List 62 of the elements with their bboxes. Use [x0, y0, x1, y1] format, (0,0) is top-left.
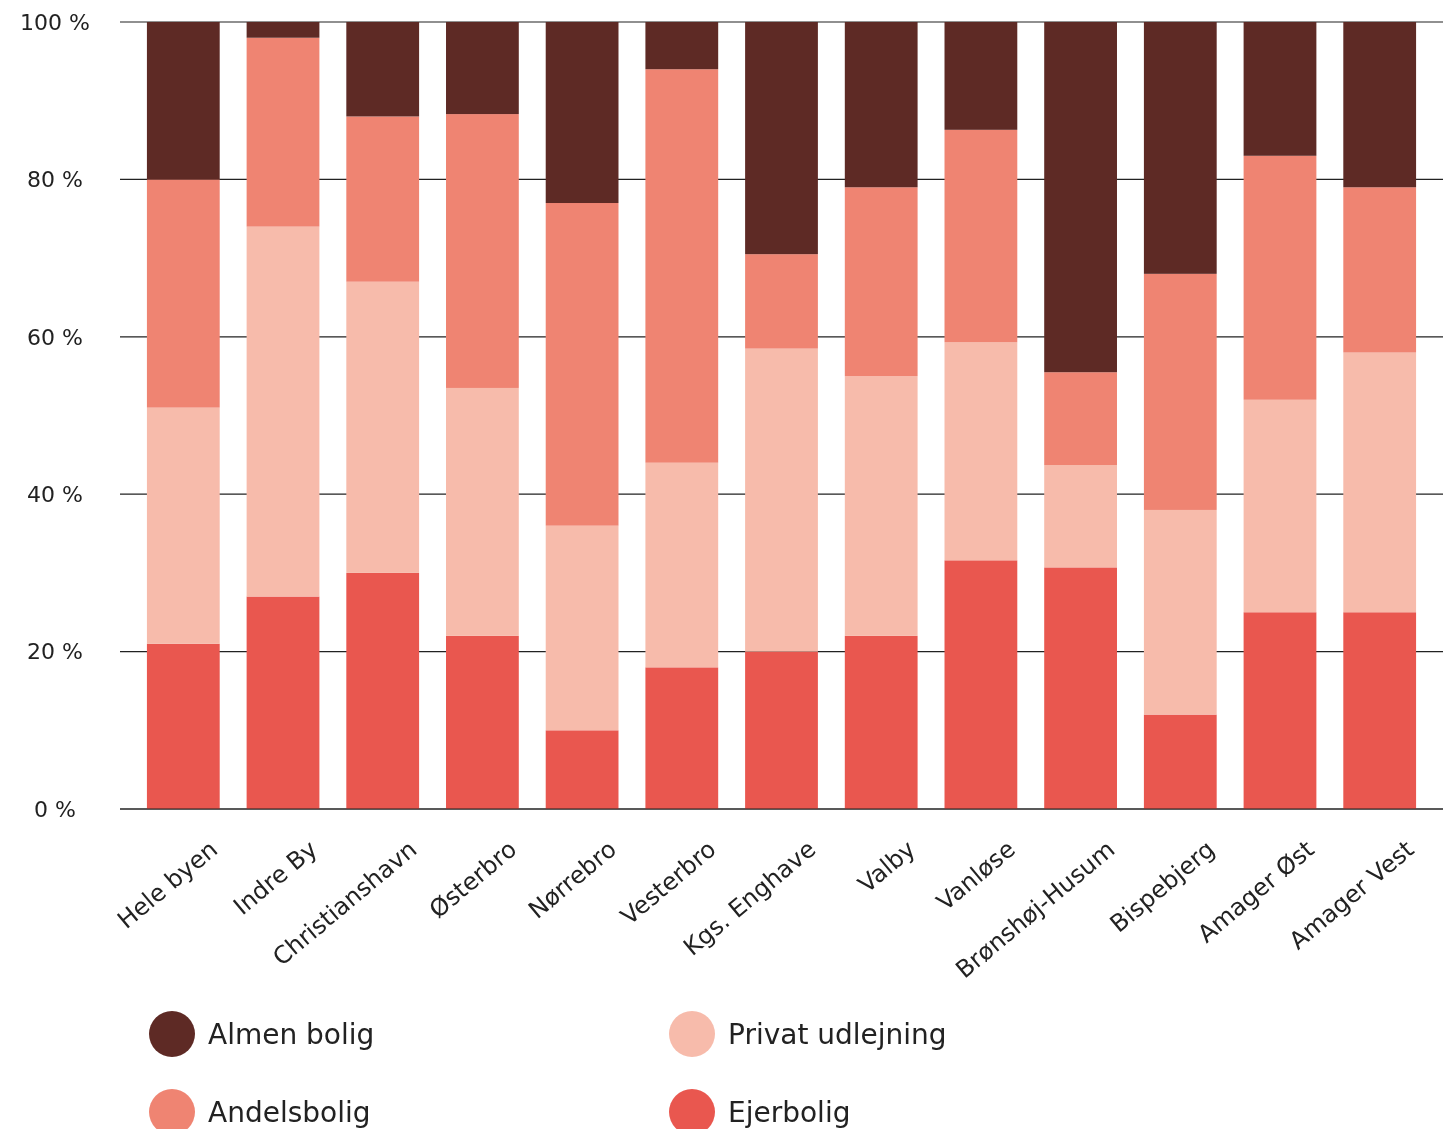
bar: [246, 37, 320, 227]
bar: [146, 179, 220, 408]
legend-label: Almen bolig: [208, 1017, 375, 1051]
bar: [246, 226, 320, 597]
legend-label: Ejerbolig: [728, 1095, 851, 1129]
bar: [346, 281, 420, 573]
bar: [1243, 612, 1317, 809]
bar: [446, 635, 519, 809]
bar: [346, 572, 420, 809]
bar: [1044, 465, 1117, 568]
y-tick-label: 40 %: [27, 481, 83, 507]
bar: [1044, 567, 1117, 809]
bar: [1044, 22, 1117, 373]
bar: [446, 114, 519, 388]
bar: [844, 635, 918, 809]
y-tick-label: 0 %: [34, 796, 76, 822]
bar: [1143, 273, 1217, 510]
bar: [1243, 22, 1317, 156]
bar: [446, 387, 519, 636]
bar: [446, 22, 519, 115]
y-tick-label: 100 %: [20, 9, 90, 35]
bar: [844, 22, 918, 188]
bar: [246, 22, 320, 38]
bar: [745, 651, 818, 809]
bar: [1243, 399, 1317, 613]
bar: [645, 462, 719, 668]
bar: [545, 730, 619, 809]
bar: [1343, 352, 1417, 613]
bar: [1243, 155, 1317, 400]
bar: [745, 348, 818, 652]
y-tick-label: 80 %: [27, 167, 83, 193]
bar: [645, 22, 719, 70]
bar: [545, 203, 619, 526]
bar: [146, 407, 220, 644]
legend-label: Privat udlejning: [728, 1017, 947, 1051]
bar: [346, 22, 420, 117]
bar: [645, 667, 719, 809]
bar: [146, 643, 220, 809]
bar: [545, 525, 619, 731]
bar: [944, 560, 1018, 809]
y-tick-label: 60 %: [27, 324, 83, 350]
bar: [944, 22, 1018, 130]
bar: [944, 129, 1018, 343]
bar: [1343, 187, 1417, 353]
bar: [1044, 372, 1117, 466]
bar: [745, 254, 818, 349]
bar: [1143, 22, 1217, 274]
y-tick-label: 20 %: [27, 639, 83, 665]
bar: [844, 187, 918, 377]
bar: [246, 596, 320, 809]
bar: [146, 22, 220, 180]
bar: [1343, 612, 1417, 809]
bar: [346, 116, 420, 282]
bar: [545, 22, 619, 204]
bar: [944, 342, 1018, 561]
bar: [1143, 509, 1217, 715]
bar: [745, 22, 818, 255]
bar: [1143, 714, 1217, 809]
bar: [645, 69, 719, 463]
legend-label: Andelsbolig: [208, 1095, 371, 1129]
bar: [844, 376, 918, 636]
bar: [1343, 22, 1417, 188]
